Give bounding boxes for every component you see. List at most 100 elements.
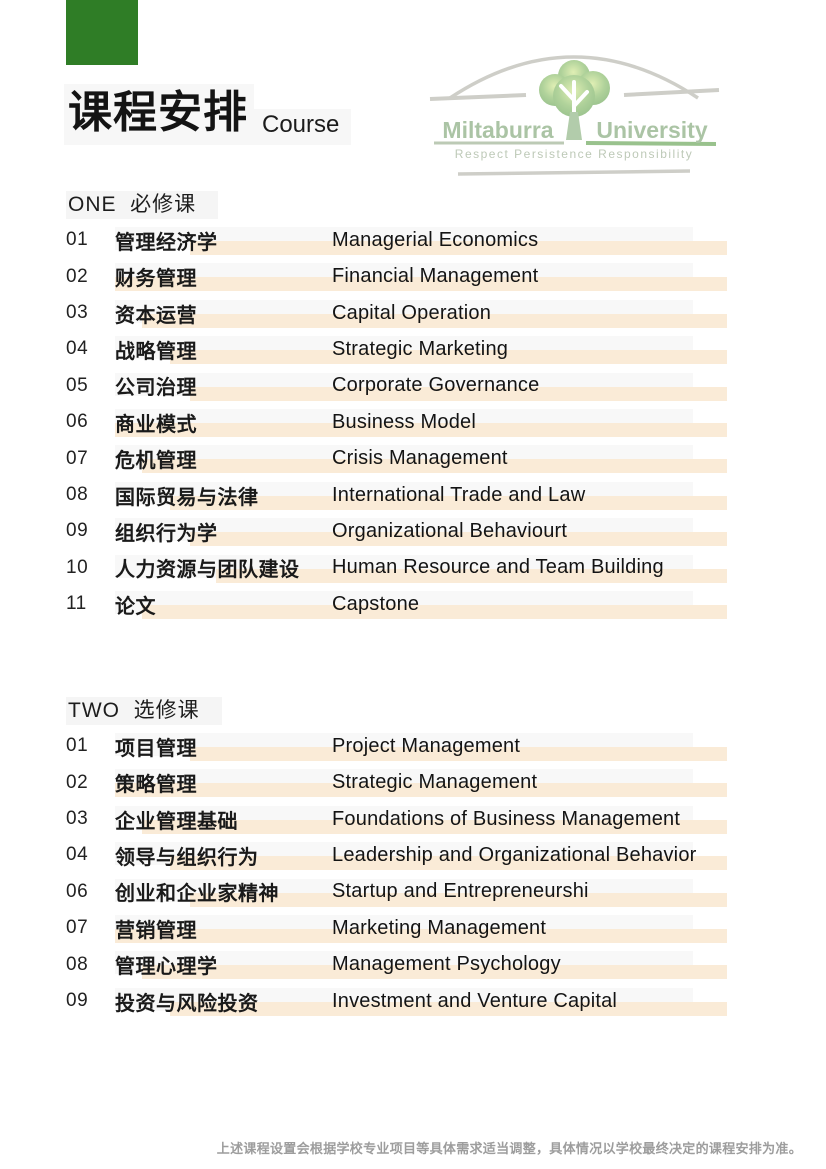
row-highlight-bar [190,892,727,907]
course-number: 02 [66,771,89,793]
course-name-en: Leadership and Organizational Behavior [332,843,697,866]
row-highlight-bar [170,856,727,871]
course-name-en: Investment and Venture Capital [332,989,618,1012]
course-name-cn: 投资与风险投资 [115,992,259,1015]
course-row: 04 战略管理 Strategic Marketing [66,331,727,367]
row-highlight-bar [142,819,727,834]
course-name-cn: 人力资源与团队建设 [115,559,300,582]
page-title-cn: 课程安排 [64,84,254,145]
course-name-en: Managerial Economics [332,228,539,251]
course-number: 03 [66,808,89,830]
course-number: 06 [66,880,89,902]
course-number: 01 [66,735,89,757]
course-name-en: Capstone [332,592,420,615]
logo-bottom-line [457,169,691,176]
row-highlight-bar [170,1001,727,1016]
course-name-cn: 策略管理 [115,774,197,797]
university-logo: Miltaburra University Respect Persistenc… [429,55,720,176]
course-number: 08 [66,484,89,506]
section-two-header: TWO 选修课 [66,697,222,726]
course-row: 06 商业模式 Business Model [66,404,727,440]
course-name-en: Marketing Management [332,916,547,939]
row-highlight-bar [190,386,727,401]
course-name-cn: 财务管理 [115,268,197,291]
course-name-en: Capital Operation [332,301,492,324]
logo-arch [449,55,699,100]
footer-note: 上述课程设置会根据学校专业项目等具体需求适当调整，具体情况以学校最终决定的课程安… [216,1141,802,1156]
row-highlight-bar [115,783,727,798]
row-highlight-bar [190,747,727,762]
course-row: 07 危机管理 Crisis Management [66,440,727,476]
course-row: 02 策略管理 Strategic Management [66,764,727,800]
course-row: 03 企业管理基础 Foundations of Business Manage… [66,801,727,837]
row-highlight-bar [142,459,727,474]
course-name-cn: 资本运营 [115,304,197,327]
row-highlight-bar [190,241,727,256]
course-row: 08 管理心理学 Management Psychology [66,946,727,982]
course-number: 06 [66,411,89,433]
row-highlight-bar [170,495,727,510]
university-underline [585,141,717,146]
row-highlight-bar [170,350,727,365]
logo-tree-icon [539,60,610,140]
course-row: 09 组织行为学 Organizational Behaviourt [66,513,727,549]
course-name-cn: 论文 [115,595,156,618]
row-highlight-bar [115,423,727,438]
course-row: 04 领导与组织行为 Leadership and Organizational… [66,837,727,873]
course-name-cn: 危机管理 [115,450,197,473]
section-required-courses: ONE 必修课 01 管理经济学 Managerial Economics 02… [66,191,727,622]
course-row: 02 财务管理 Financial Management [66,258,727,294]
course-name-cn: 国际贸易与法律 [115,486,259,509]
course-number: 10 [66,556,89,578]
course-row: 11 论文 Capstone [66,586,727,622]
course-name-cn: 公司治理 [115,377,197,400]
section-two-rows: 01 项目管理 Project Management 02 策略管理 Strat… [66,728,727,1019]
course-name-cn: 管理心理学 [115,956,218,979]
course-row: 03 资本运营 Capital Operation [66,295,727,331]
course-row: 05 公司治理 Corporate Governance [66,368,727,404]
course-row: 01 项目管理 Project Management [66,728,727,764]
course-name-en: Management Psychology [332,953,561,976]
course-name-cn: 战略管理 [115,340,197,363]
course-number: 11 [66,593,87,615]
course-name-cn: 项目管理 [115,737,197,760]
section-elective-courses: TWO 选修课 01 项目管理 Project Management 02 策略… [66,697,727,1019]
course-name-cn: 领导与组织行为 [115,846,259,869]
course-number: 03 [66,302,89,324]
course-row: 07 营销管理 Marketing Management [66,910,727,946]
course-number: 01 [66,229,89,251]
course-name-en: Financial Management [332,265,539,288]
row-highlight-bar [190,532,727,547]
course-row: 01 管理经济学 Managerial Economics [66,222,727,258]
course-number: 09 [66,520,89,542]
logo-right-line [623,88,720,97]
course-number: 08 [66,953,89,975]
course-name-en: Corporate Governance [332,374,540,397]
section-one-rows: 01 管理经济学 Managerial Economics 02 财务管理 Fi… [66,222,727,622]
row-highlight-bar [142,965,727,980]
logo-word-right: University [596,117,707,143]
logo-left-line [429,93,527,101]
course-number: 04 [66,844,89,866]
course-name-en: International Trade and Law [332,483,586,506]
row-highlight-bar [142,605,727,619]
course-row: 10 人力资源与团队建设 Human Resource and Team Bui… [66,550,727,586]
course-name-en: Strategic Management [332,771,538,794]
course-number: 02 [66,265,89,287]
section-one-header: ONE 必修课 [66,191,219,220]
page-title: 课程安排 Course [64,84,352,145]
logo-word-left: Miltaburra [442,117,553,143]
course-name-en: Project Management [332,734,521,757]
course-number: 05 [66,374,89,396]
course-number: 07 [66,917,89,939]
course-name-en: Crisis Management [332,447,508,470]
course-name-cn: 营销管理 [115,919,197,942]
course-row: 08 国际贸易与法律 International Trade and Law [66,477,727,513]
row-highlight-bar [216,568,727,583]
course-name-cn: 企业管理基础 [115,810,238,833]
row-highlight-bar [142,313,727,328]
logo-tagline: Respect Persistence Responsibility [455,147,693,161]
course-name-en: Business Model [332,410,476,433]
page-title-en: Course [254,109,352,145]
row-highlight-bar [115,277,727,292]
